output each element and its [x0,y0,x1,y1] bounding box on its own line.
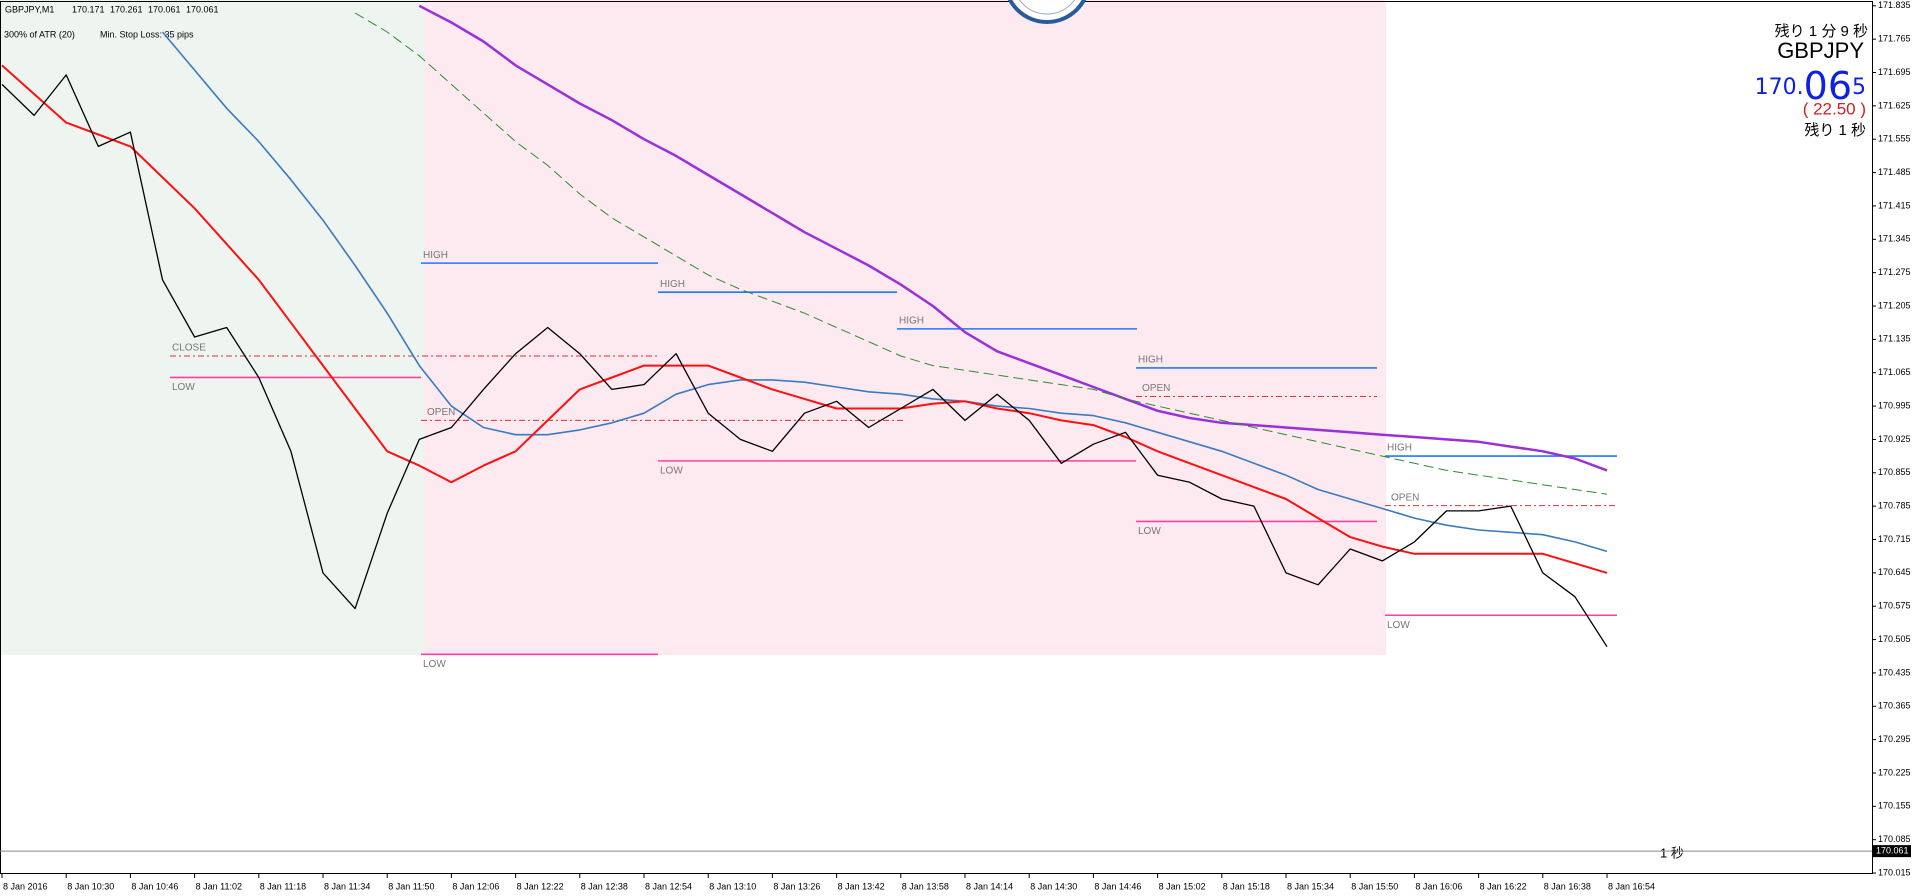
x-tick-label: 8 Jan 11:50 [388,881,434,891]
x-tick-label: 8 Jan 10:30 [67,881,114,891]
y-tick-label: 171.485 [1878,167,1911,177]
x-tick-label: 8 Jan 16:06 [1415,881,1462,891]
level-label: LOW [660,466,683,477]
x-tick-label: 8 Jan 13:10 [709,881,756,891]
series-line [354,12,1608,495]
x-tick-label: 8 Jan 12:22 [517,881,564,891]
level-label: OPEN [1391,492,1419,503]
y-tick-label: 170.015 [1878,867,1911,877]
x-tick-label: 8 Jan 15:50 [1351,881,1398,891]
stop-loss-label: Min. Stop Loss: 35 pips [100,29,194,39]
y-tick-label: 171.135 [1878,334,1911,344]
y-tick-label: 170.365 [1878,701,1911,711]
info-price: 170.065 [1755,64,1866,108]
y-tick-label: 170.925 [1878,434,1911,444]
y-tick-label: 171.765 [1878,34,1911,44]
level-label: HIGH [899,316,924,327]
y-tick-label: 171.695 [1878,67,1911,77]
x-tick-label: 8 Jan 16:22 [1480,881,1527,891]
series-line [161,31,1608,553]
price-part: 5 [1852,75,1866,100]
session-background [0,0,424,655]
y-tick-label: 170.855 [1878,467,1911,477]
x-tick-label: 8 Jan 14:14 [966,881,1013,891]
plot-frame [0,1,1873,874]
x-tick-label: 8 Jan 13:42 [838,881,885,891]
y-tick-label: 170.085 [1878,834,1911,844]
ohlc-value: 170.171 [72,4,105,14]
y-tick-label: 170.785 [1878,501,1911,511]
level-label: LOW [1387,620,1410,631]
y-tick-label: 171.065 [1878,367,1911,377]
x-tick-label: 8 Jan 12:38 [581,881,628,891]
x-tick-label: 8 Jan 15:18 [1223,881,1270,891]
tick-remaining: 残り 1 秒 [1804,122,1866,139]
ohlc-value: 170.261 [110,4,143,14]
y-tick-label: 171.555 [1878,134,1911,144]
series-line [418,4,1608,472]
level-label: LOW [172,382,195,393]
y-tick-label: 170.435 [1878,667,1911,677]
level-label: CLOSE [172,343,206,354]
level-label: HIGH [660,279,685,290]
x-tick-label: 8 Jan 15:34 [1287,881,1334,891]
y-tick-label: 170.295 [1878,734,1911,744]
y-tick-label: 171.275 [1878,267,1911,277]
level-label: HIGH [1138,355,1163,366]
atr-label: 300% of ATR (20) [4,29,75,39]
level-label: LOW [1138,526,1161,537]
y-tick-label: 170.575 [1878,601,1911,611]
y-tick-label: 170.505 [1878,634,1911,644]
y-tick-label: 170.715 [1878,534,1911,544]
y-tick-label: 171.415 [1878,200,1911,210]
symbol-title: GBPJPY,M1 [5,4,54,14]
current-price-label: 170.061 [1876,846,1909,856]
series-line [1,64,1608,574]
series-line [1,74,1608,648]
price-part: 06 [1804,64,1852,108]
x-tick-label: 8 Jan 12:06 [452,881,499,891]
spread: ( 22.50 ) [1803,99,1866,118]
clock-icon [1007,0,1087,24]
price-part: 170. [1755,75,1804,100]
current-price-box [1873,845,1911,858]
y-tick-label: 170.155 [1878,801,1911,811]
y-tick-label: 171.835 [1878,0,1911,10]
y-tick-label: 170.995 [1878,400,1911,410]
level-label: HIGH [1387,443,1412,454]
x-tick-label: 8 Jan 16:38 [1544,881,1591,891]
y-tick-label: 170.645 [1878,567,1911,577]
y-tick-label: 170.225 [1878,767,1911,777]
x-tick-label: 8 Jan 14:46 [1094,881,1141,891]
level-label: HIGH [423,250,448,261]
y-tick-label: 171.205 [1878,300,1911,310]
x-tick-label: 8 Jan 10:46 [131,881,178,891]
bottom-timer: 1 秒 [1660,845,1684,860]
y-tick-label: 171.625 [1878,100,1911,110]
info-symbol: GBPJPY [1777,38,1864,63]
x-tick-label: 8 Jan 2016 [3,881,48,891]
session-background [424,0,1386,655]
x-tick-label: 8 Jan 15:02 [1159,881,1206,891]
ohlc-value: 170.061 [186,4,219,14]
x-tick-label: 8 Jan 14:30 [1030,881,1077,891]
level-label: OPEN [1142,383,1170,394]
x-tick-label: 8 Jan 11:02 [196,881,242,891]
x-tick-label: 8 Jan 13:58 [902,881,949,891]
x-tick-label: 8 Jan 13:26 [773,881,820,891]
x-tick-label: 8 Jan 11:18 [260,881,306,891]
x-tick-label: 8 Jan 12:54 [645,881,692,891]
x-tick-label: 8 Jan 16:54 [1608,881,1655,891]
ohlc-value: 170.061 [148,4,181,14]
level-label: OPEN [427,407,455,418]
x-tick-label: 8 Jan 11:34 [324,881,370,891]
bar-remaining: 残り 1 分 9 秒 [1775,23,1868,40]
level-label: LOW [423,659,446,670]
y-tick-label: 171.345 [1878,234,1911,244]
